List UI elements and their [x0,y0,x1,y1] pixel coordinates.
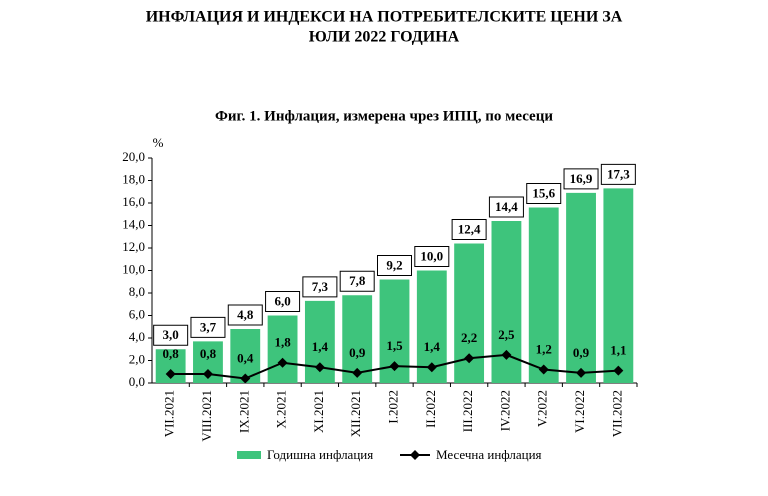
value-label-box [488,196,524,218]
value-label: 0,8 [200,346,217,361]
value-label: 2,2 [461,330,477,345]
value-label: 10,0 [420,248,443,263]
marker [314,362,325,373]
y-axis-unit: % [153,135,164,150]
value-label-box [227,304,263,326]
marker [538,364,549,375]
legend-label: Годишна инфлация [267,447,373,462]
y-tick-label: 18,0 [122,171,145,186]
marker [501,349,512,360]
y-tick-label: 14,0 [122,216,145,231]
marker [202,369,213,379]
value-label: 4,8 [237,307,254,322]
value-label: 17,3 [607,166,630,181]
value-label: 1,4 [424,339,441,354]
value-label: 1,4 [312,339,329,354]
marker [389,361,400,372]
marker [426,362,437,373]
chart-title: Фиг. 1. Инфлация, измерена чрез ИПЦ, по … [215,108,553,124]
marker [240,373,251,384]
bar [267,315,298,383]
bar [528,207,559,383]
x-tick-label: III.2022 [460,390,475,432]
marker [576,367,587,378]
x-tick-label: VII.2021 [162,390,177,437]
y-tick-label: 16,0 [122,194,145,209]
value-label: 1,2 [536,341,552,356]
x-tick-label: IV.2022 [497,390,512,431]
value-label-box [414,246,450,267]
x-tick-label: XI.2021 [311,390,326,433]
value-label: 1,1 [610,343,626,358]
value-label-box [451,219,487,240]
marker [165,369,176,379]
value-label: 12,4 [458,221,481,236]
value-label: 3,7 [200,319,217,334]
value-label-box [265,291,301,312]
value-label: 0,4 [237,350,254,365]
x-tick-label: V.2022 [535,390,550,427]
marker [352,367,363,378]
page-title-line: ЮЛИ 2022 ГОДИНА [309,29,460,46]
page-title-line: ИНФЛАЦИЯ И ИНДЕКСИ НА ПОТРЕБИТЕЛСКИТЕ ЦЕ… [146,9,623,26]
value-label-box [153,324,189,346]
y-tick-label: 6,0 [129,306,145,321]
value-label-box [190,316,226,338]
value-label-box [526,183,562,204]
y-tick-label: 10,0 [122,261,145,276]
value-label: 7,8 [349,273,366,288]
value-label-box [377,255,412,276]
marker [613,365,624,376]
value-label-box [563,168,599,190]
value-label: 9,2 [386,257,402,272]
x-tick-label: I.2022 [385,390,400,424]
value-label-box [339,270,375,292]
x-tick-label: VII.2022 [609,390,624,437]
value-label: 0,8 [163,346,180,361]
x-tick-label: VI.2022 [572,390,587,433]
value-label-box [302,276,338,298]
legend-marker [410,450,420,460]
value-label: 16,9 [570,171,593,186]
value-label: 14,4 [495,199,518,214]
x-tick-label: VIII.2021 [199,390,214,442]
y-tick-label: 4,0 [129,329,145,344]
value-label: 0,9 [573,345,590,360]
y-tick-label: 8,0 [129,284,145,299]
value-label: 1,5 [386,338,403,353]
bar [603,188,634,383]
marker [277,357,288,368]
x-tick-label: X.2021 [274,390,289,429]
value-label: 0,9 [349,345,366,360]
value-label: 15,6 [532,185,555,200]
x-tick-label: II.2022 [423,390,438,428]
value-label: 2,5 [498,327,515,342]
bar [566,192,596,383]
marker [464,353,475,364]
value-label-box [600,163,636,185]
x-tick-label: XII.2021 [348,390,363,437]
x-tick-label: IX.2021 [236,390,251,433]
value-label: 6,0 [274,293,290,308]
value-label: 3,0 [163,327,179,342]
value-label: 1,8 [274,335,291,350]
y-tick-label: 20,0 [122,149,145,164]
y-tick-label: 0,0 [129,374,145,389]
y-tick-label: 2,0 [129,351,145,366]
legend-swatch [237,451,261,459]
legend-label: Месечна инфлация [436,447,542,462]
y-tick-label: 12,0 [122,239,145,254]
value-label: 7,3 [312,279,329,294]
